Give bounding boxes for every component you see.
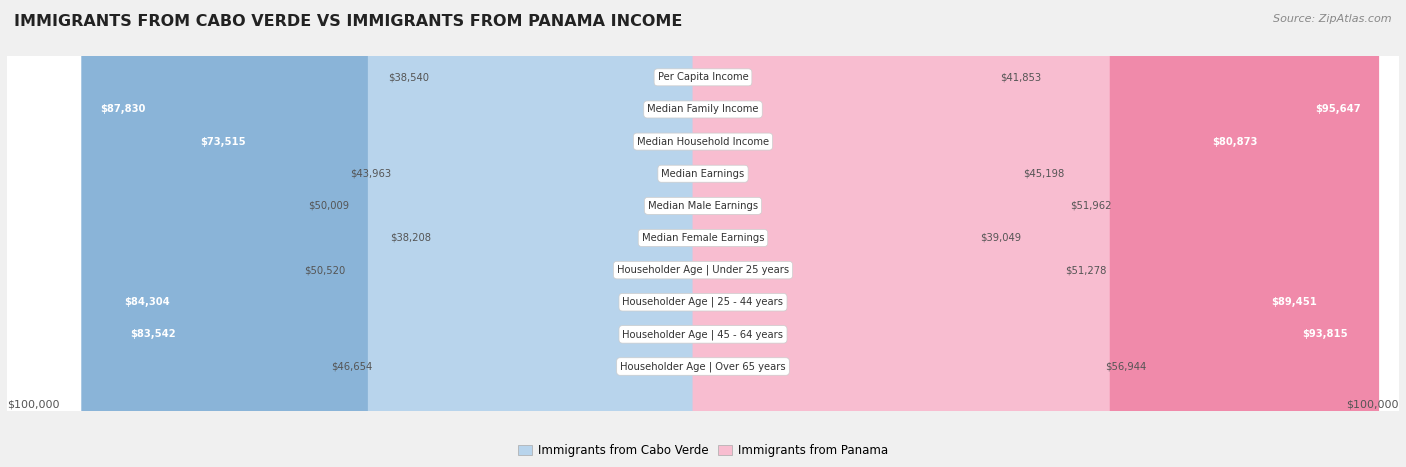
Text: Householder Age | 45 - 64 years: Householder Age | 45 - 64 years bbox=[623, 329, 783, 340]
Text: $41,853: $41,853 bbox=[1000, 72, 1040, 82]
FancyBboxPatch shape bbox=[368, 0, 713, 467]
FancyBboxPatch shape bbox=[693, 0, 1277, 467]
Text: $38,208: $38,208 bbox=[391, 233, 432, 243]
Text: $51,278: $51,278 bbox=[1066, 265, 1107, 275]
Text: Householder Age | Over 65 years: Householder Age | Over 65 years bbox=[620, 361, 786, 372]
Text: $50,520: $50,520 bbox=[305, 265, 346, 275]
FancyBboxPatch shape bbox=[693, 0, 1028, 467]
Text: $87,830: $87,830 bbox=[100, 105, 145, 114]
FancyBboxPatch shape bbox=[342, 0, 713, 467]
Text: $84,304: $84,304 bbox=[125, 297, 170, 307]
Text: Median Male Earnings: Median Male Earnings bbox=[648, 201, 758, 211]
Text: IMMIGRANTS FROM CABO VERDE VS IMMIGRANTS FROM PANAMA INCOME: IMMIGRANTS FROM CABO VERDE VS IMMIGRANTS… bbox=[14, 14, 682, 29]
FancyBboxPatch shape bbox=[693, 0, 1070, 467]
FancyBboxPatch shape bbox=[693, 0, 1336, 467]
Text: $89,451: $89,451 bbox=[1271, 297, 1317, 307]
Legend: Immigrants from Cabo Verde, Immigrants from Panama: Immigrants from Cabo Verde, Immigrants f… bbox=[513, 439, 893, 462]
Text: Per Capita Income: Per Capita Income bbox=[658, 72, 748, 82]
FancyBboxPatch shape bbox=[105, 0, 713, 467]
Text: $83,542: $83,542 bbox=[129, 329, 176, 340]
FancyBboxPatch shape bbox=[344, 0, 713, 467]
FancyBboxPatch shape bbox=[387, 0, 713, 467]
Text: $56,944: $56,944 bbox=[1105, 361, 1146, 372]
Text: $80,873: $80,873 bbox=[1212, 136, 1257, 147]
Text: Householder Age | 25 - 44 years: Householder Age | 25 - 44 years bbox=[623, 297, 783, 307]
Text: $50,009: $50,009 bbox=[308, 201, 349, 211]
FancyBboxPatch shape bbox=[425, 0, 713, 467]
FancyBboxPatch shape bbox=[693, 0, 1379, 467]
Text: Source: ZipAtlas.com: Source: ZipAtlas.com bbox=[1274, 14, 1392, 24]
Text: $73,515: $73,515 bbox=[200, 136, 245, 147]
Text: Median Family Income: Median Family Income bbox=[647, 105, 759, 114]
Text: $93,815: $93,815 bbox=[1302, 329, 1347, 340]
Text: Median Earnings: Median Earnings bbox=[661, 169, 745, 179]
Text: $39,049: $39,049 bbox=[980, 233, 1022, 243]
FancyBboxPatch shape bbox=[426, 0, 713, 467]
Text: $45,198: $45,198 bbox=[1024, 169, 1064, 179]
FancyBboxPatch shape bbox=[181, 0, 713, 467]
FancyBboxPatch shape bbox=[693, 0, 1076, 467]
Text: $95,647: $95,647 bbox=[1315, 105, 1361, 114]
Text: Householder Age | Under 25 years: Householder Age | Under 25 years bbox=[617, 265, 789, 276]
Text: $46,654: $46,654 bbox=[332, 361, 373, 372]
Text: Median Household Income: Median Household Income bbox=[637, 136, 769, 147]
FancyBboxPatch shape bbox=[693, 0, 986, 467]
FancyBboxPatch shape bbox=[82, 0, 713, 467]
FancyBboxPatch shape bbox=[693, 0, 1109, 467]
Text: Median Female Earnings: Median Female Earnings bbox=[641, 233, 765, 243]
Text: $51,962: $51,962 bbox=[1070, 201, 1112, 211]
FancyBboxPatch shape bbox=[693, 0, 1367, 467]
Text: $38,540: $38,540 bbox=[388, 72, 429, 82]
FancyBboxPatch shape bbox=[693, 0, 1005, 467]
Text: $100,000: $100,000 bbox=[7, 399, 59, 409]
Text: $43,963: $43,963 bbox=[350, 169, 391, 179]
Text: $100,000: $100,000 bbox=[1347, 399, 1399, 409]
FancyBboxPatch shape bbox=[111, 0, 713, 467]
